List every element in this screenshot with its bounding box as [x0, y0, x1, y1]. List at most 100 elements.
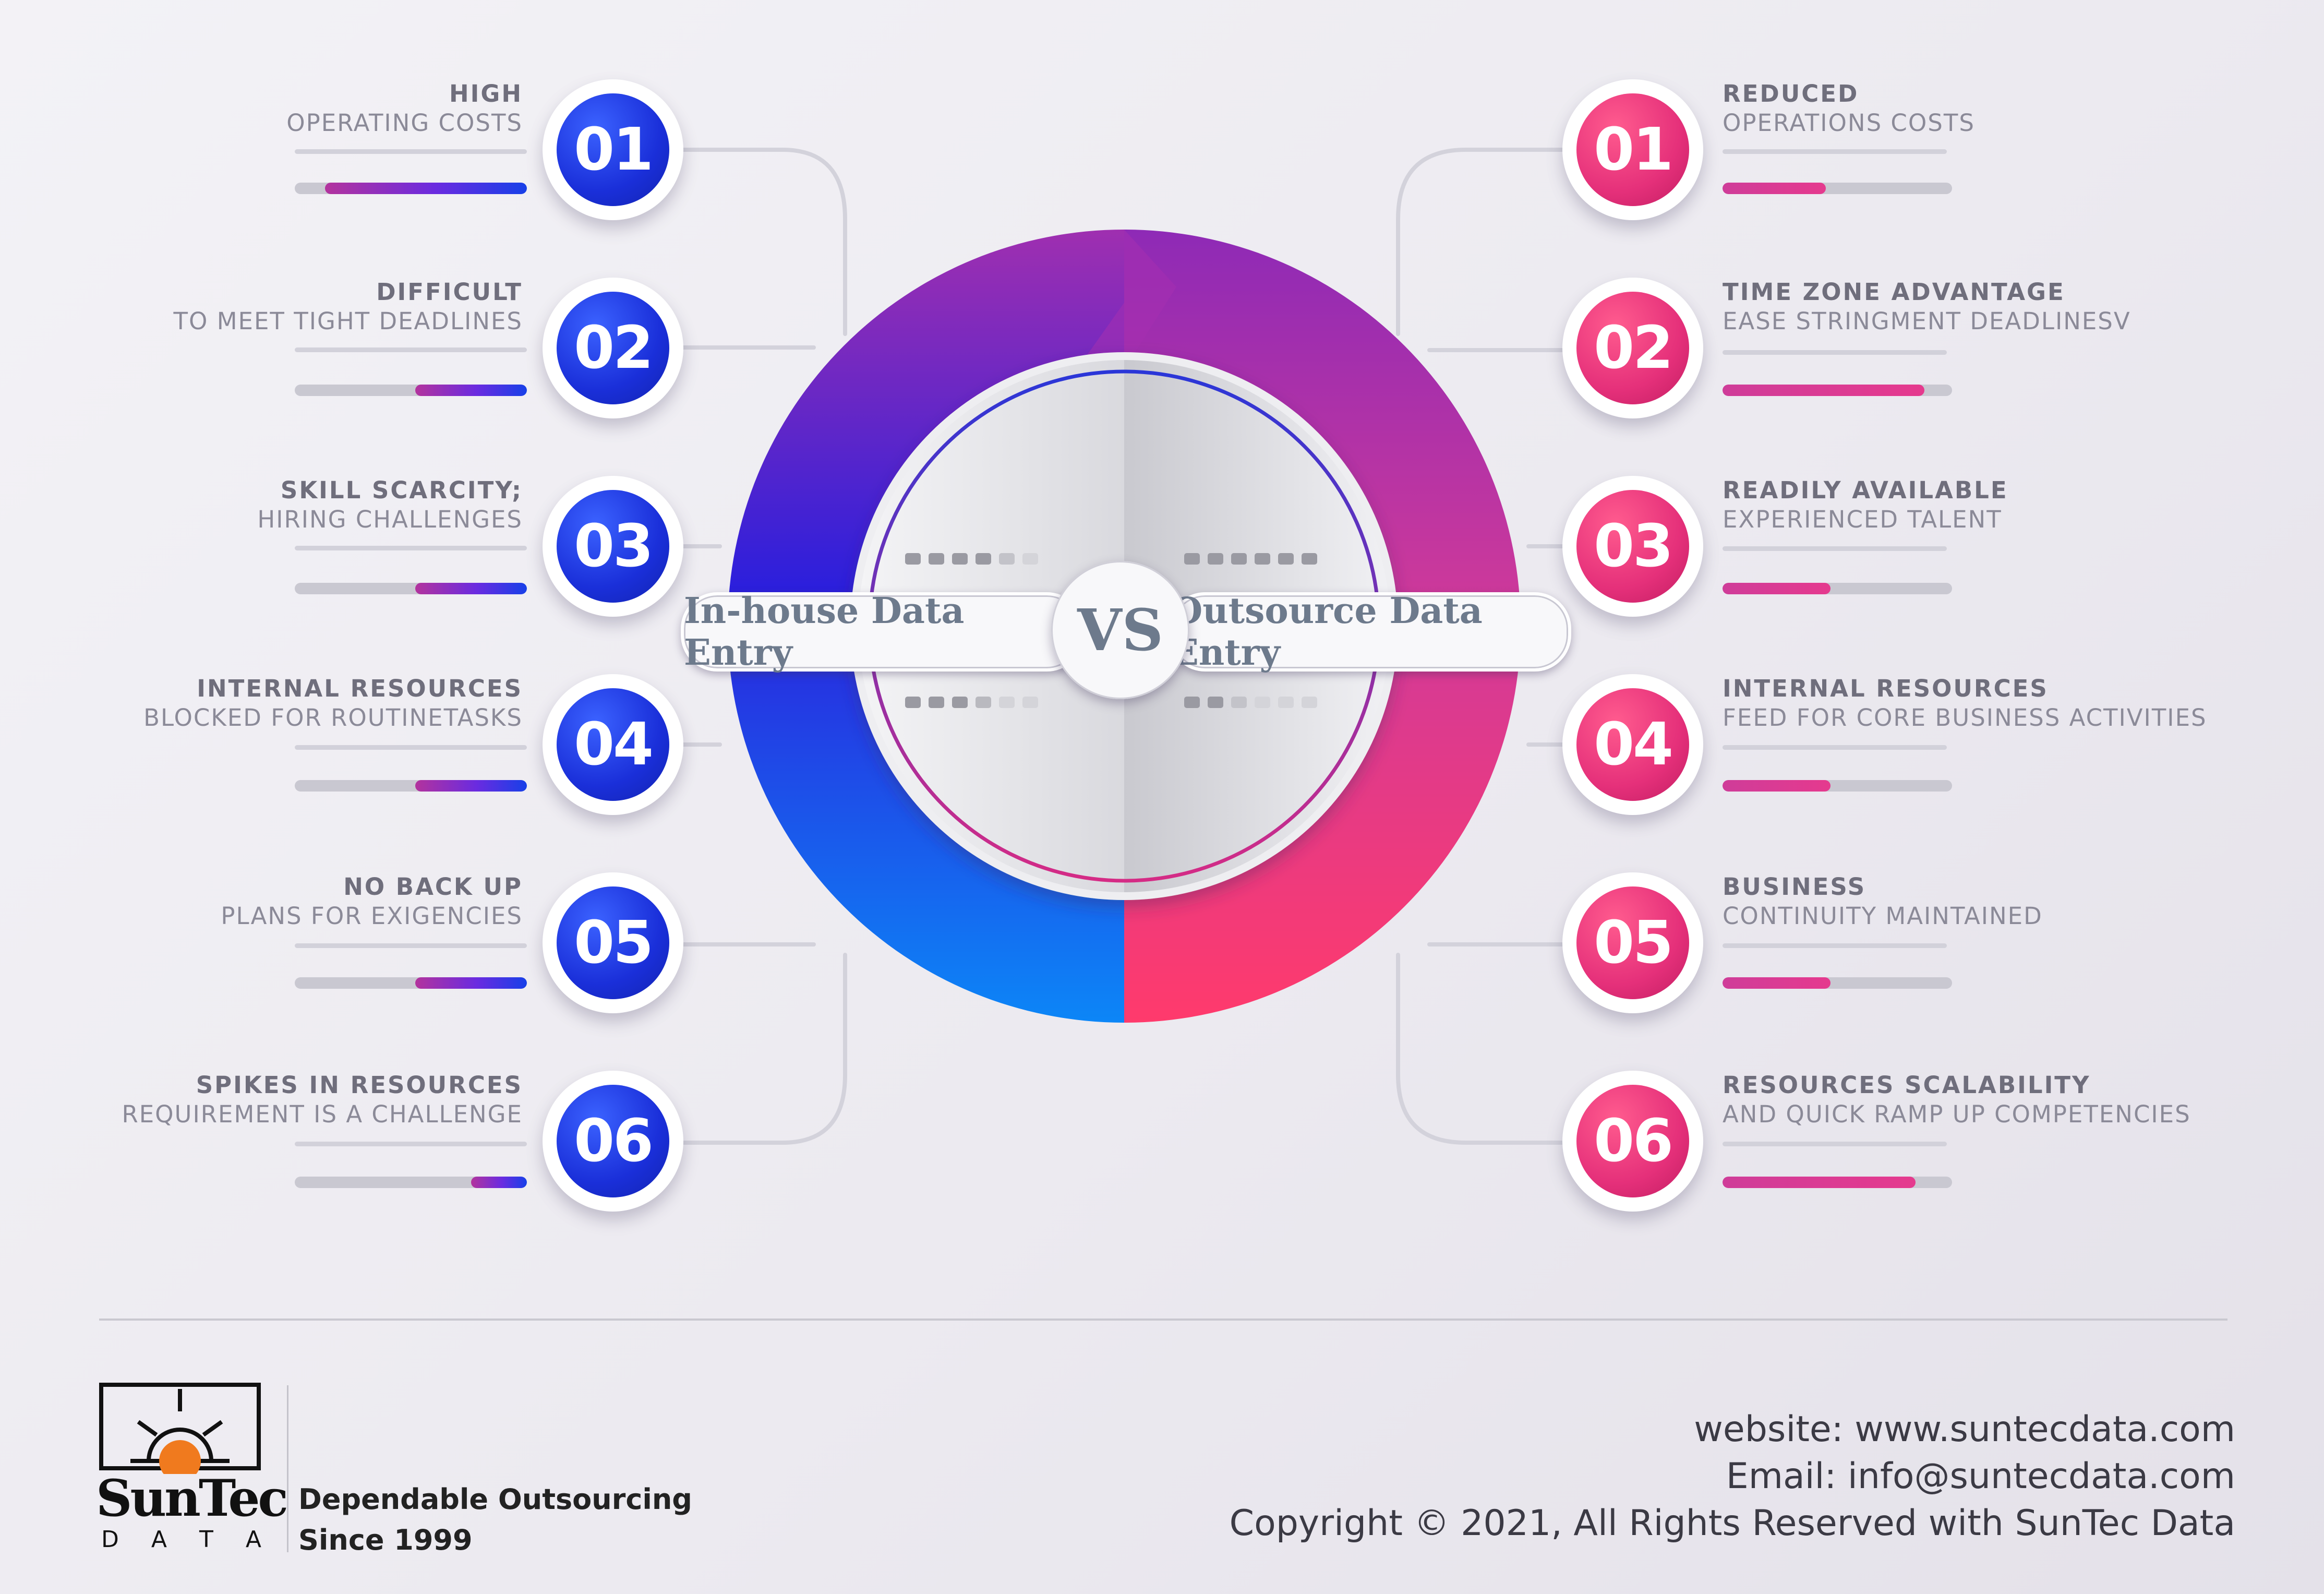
number-badge: 03 — [1562, 476, 1703, 617]
item-title: RESOURCES SCALABILITY — [1723, 1071, 2091, 1099]
item-text: SKILL SCARCITY; HIRING CHALLENGES — [1, 476, 523, 534]
item-subtitle: TO MEET TIGHT DEADLINES — [173, 307, 523, 335]
badge-number: 01 — [1576, 93, 1689, 206]
level-bar — [295, 977, 527, 989]
item-text: DIFFICULT TO MEET TIGHT DEADLINES — [1, 278, 523, 336]
level-bar-fill — [415, 385, 527, 396]
level-bar-fill — [415, 977, 527, 989]
badge-number: 06 — [1576, 1085, 1689, 1197]
decor-dots-top-left — [905, 553, 1038, 565]
divider-line — [295, 745, 527, 750]
level-bar — [1723, 583, 1952, 594]
item-title: REDUCED — [1723, 80, 1859, 107]
item-text: INTERNAL RESOURCES BLOCKED FOR ROUTINETA… — [1, 674, 523, 733]
item-title: SKILL SCARCITY; — [280, 476, 523, 504]
level-bar-fill — [415, 780, 527, 792]
badge-number: 05 — [1576, 886, 1689, 999]
item-text: REDUCED OPERATIONS COSTS — [1723, 79, 2244, 138]
badge-number: 02 — [557, 292, 669, 404]
number-badge: 05 — [1562, 872, 1703, 1013]
item-subtitle: PLANS FOR EXIGENCIES — [221, 902, 523, 930]
decor-dots-bottom-right — [1184, 697, 1317, 708]
level-bar — [1723, 183, 1952, 194]
item-text: BUSINESS CONTINUITY MAINTAINED — [1723, 872, 2244, 931]
tagline-line-1: Dependable Outsourcing — [298, 1483, 692, 1516]
divider-line — [1723, 149, 1947, 154]
level-bar — [1723, 385, 1952, 396]
item-title: INTERNAL RESOURCES — [1723, 675, 2049, 702]
level-bar-fill — [1723, 1177, 1916, 1188]
divider-line — [295, 546, 527, 550]
level-bar-fill — [1723, 977, 1831, 989]
level-bar-fill — [415, 583, 527, 594]
level-bar — [1723, 977, 1952, 989]
item-subtitle: OPERATING COSTS — [286, 109, 523, 137]
vs-text: VS — [1077, 596, 1163, 664]
level-bar — [295, 583, 527, 594]
divider-line — [1723, 745, 1947, 750]
outsource-label: Outsource Data Entry — [1169, 590, 1571, 674]
divider-line — [295, 149, 527, 154]
sun-logo-icon — [99, 1383, 261, 1474]
level-bar-fill — [1723, 183, 1826, 194]
decor-dots-top-right — [1184, 553, 1317, 565]
item-title: READILY AVAILABLE — [1723, 476, 2008, 504]
item-title: TIME ZONE ADVANTAGE — [1723, 278, 2065, 306]
suntec-logo: SunTec D A T A — [96, 1383, 288, 1555]
item-subtitle: HIRING CHALLENGES — [257, 506, 523, 533]
item-text: INTERNAL RESOURCES FEED FOR CORE BUSINES… — [1723, 674, 2244, 733]
divider-line — [295, 943, 527, 948]
level-bar — [295, 1177, 527, 1188]
outsource-label-text: Outsource Data Entry — [1172, 590, 1483, 674]
badge-number: 05 — [557, 886, 669, 999]
decor-dots-bottom-left — [905, 697, 1038, 708]
tagline: Dependable Outsourcing Since 1999 — [298, 1479, 692, 1561]
vs-badge: VS — [1051, 561, 1189, 699]
number-badge: 06 — [543, 1071, 683, 1212]
divider-line — [1723, 350, 1947, 355]
item-title: DIFFICULT — [376, 278, 523, 306]
item-subtitle: EASE STRINGMENT DEADLINESV — [1723, 307, 2131, 335]
level-bar-fill — [324, 183, 527, 194]
divider-line — [1723, 546, 1947, 551]
item-title: BUSINESS — [1723, 873, 1867, 901]
item-subtitle: FEED FOR CORE BUSINESS ACTIVITIES — [1723, 704, 2207, 732]
number-badge: 04 — [543, 674, 683, 815]
item-subtitle: BLOCKED FOR ROUTINETASKS — [143, 704, 523, 732]
item-subtitle: CONTINUITY MAINTAINED — [1723, 902, 2043, 930]
divider-line — [295, 347, 527, 352]
tagline-line-2: Since 1999 — [298, 1524, 473, 1556]
number-badge: 06 — [1562, 1071, 1703, 1212]
level-bar — [295, 385, 527, 396]
item-text: NO BACK UP PLANS FOR EXIGENCIES — [1, 872, 523, 931]
level-bar-fill — [471, 1177, 527, 1188]
item-text: TIME ZONE ADVANTAGE EASE STRINGMENT DEAD… — [1723, 278, 2244, 336]
website-text: website: www.suntecdata.com — [1694, 1409, 2235, 1450]
level-bar — [1723, 780, 1952, 792]
item-text: READILY AVAILABLE EXPERIENCED TALENT — [1723, 476, 2244, 534]
item-subtitle: AND QUICK RAMP UP COMPETENCIES — [1723, 1100, 2191, 1128]
logo-subtext: D A T A — [101, 1526, 274, 1553]
footer-divider — [99, 1319, 2227, 1321]
level-bar-fill — [1723, 780, 1831, 792]
badge-number: 04 — [1576, 688, 1689, 801]
level-bar — [1723, 1177, 1952, 1188]
item-title: NO BACK UP — [343, 873, 523, 901]
number-badge: 05 — [543, 872, 683, 1013]
number-badge: 03 — [543, 476, 683, 617]
item-subtitle: OPERATIONS COSTS — [1723, 109, 1975, 137]
badge-number: 06 — [557, 1085, 669, 1197]
item-title: INTERNAL RESOURCES — [197, 675, 523, 702]
logo-separator — [287, 1385, 288, 1552]
badge-number: 03 — [557, 490, 669, 603]
badge-number: 04 — [557, 688, 669, 801]
inhouse-label-text: In-house Data Entry — [684, 590, 965, 674]
inhouse-label: In-house Data Entry — [681, 590, 1083, 674]
divider-line — [1723, 943, 1947, 948]
item-subtitle: EXPERIENCED TALENT — [1723, 506, 2002, 533]
divider-line — [295, 1142, 527, 1146]
level-bar-fill — [1723, 385, 1925, 396]
item-text: HIGH OPERATING COSTS — [1, 79, 523, 138]
badge-number: 03 — [1576, 490, 1689, 603]
email-text: Email: info@suntecdata.com — [1726, 1456, 2235, 1497]
